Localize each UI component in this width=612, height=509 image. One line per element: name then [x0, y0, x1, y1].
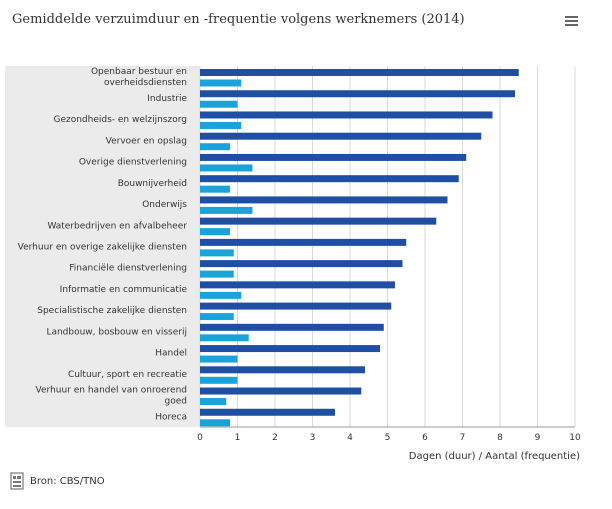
bar-duur	[200, 281, 395, 289]
category-label: Handel	[155, 349, 187, 359]
bar-frequentie	[200, 398, 227, 406]
bar-frequentie	[200, 228, 230, 236]
category-label: Vervoer en opslag	[106, 136, 187, 146]
bar-duur	[200, 408, 335, 416]
x-axis-title: Dagen (duur) / Aantal (frequentie)	[409, 451, 580, 462]
x-tick-label: 4	[347, 433, 353, 443]
source-label: Bron: CBS/TNO	[30, 475, 105, 487]
x-tick-label: 6	[422, 433, 428, 443]
bar-frequentie	[200, 291, 242, 299]
x-tick-label: 7	[460, 433, 466, 443]
bar-duur	[200, 217, 437, 225]
bar-duur	[200, 238, 407, 246]
category-label: Waterbedrijven en afvalbeheer	[47, 221, 187, 231]
source-document-icon	[10, 472, 24, 490]
category-label: Overige dienstverlening	[79, 158, 187, 168]
x-tick-label: 8	[497, 433, 503, 443]
category-label: Onderwijs	[142, 200, 187, 210]
bar-duur	[200, 387, 362, 395]
bar-frequentie	[200, 100, 238, 108]
bar-duur	[200, 323, 384, 331]
category-label: Cultuur, sport en recreatie	[68, 370, 188, 380]
x-tick-label: 2	[272, 433, 278, 443]
x-tick-label: 3	[310, 433, 316, 443]
bar-duur	[200, 260, 403, 268]
source-note: Bron: CBS/TNO	[10, 472, 105, 490]
category-label: Gezondheids- en welzijnszorg	[53, 115, 187, 125]
bar-frequentie	[200, 270, 234, 278]
chart-title: Gemiddelde verzuimduur en -frequentie vo…	[12, 12, 465, 27]
bar-frequentie	[200, 355, 238, 363]
bar-frequentie	[200, 313, 234, 321]
hamburger-menu-icon[interactable]	[565, 16, 578, 26]
category-label: goed	[165, 397, 187, 407]
category-label: Horeca	[155, 412, 187, 422]
category-label: Specialistische zakelijke diensten	[37, 306, 187, 316]
bar-duur	[200, 366, 365, 374]
category-label: Informatie en communicatie	[60, 285, 188, 295]
bar-frequentie	[200, 334, 249, 342]
bar-frequentie	[200, 249, 234, 257]
bar-duur	[200, 175, 459, 183]
category-label: Landbouw, bosbouw en visserij	[46, 327, 187, 337]
bar-duur	[200, 345, 380, 353]
bar-frequentie	[200, 185, 230, 193]
x-tick-label: 10	[569, 433, 581, 443]
x-tick-label: 9	[535, 433, 541, 443]
category-panel	[5, 66, 200, 427]
category-label: overheidsdiensten	[104, 78, 187, 88]
category-label: Bouwnijverheid	[118, 179, 187, 189]
x-tick-label: 5	[385, 433, 391, 443]
bar-frequentie	[200, 419, 230, 427]
bar-duur	[200, 69, 519, 76]
bar-frequentie	[200, 143, 230, 151]
bar-duur	[200, 111, 493, 119]
x-tick-label: 0	[197, 433, 203, 443]
bar-frequentie	[200, 376, 238, 384]
bar-duur	[200, 196, 448, 204]
bar-frequentie	[200, 79, 242, 87]
bar-duur	[200, 90, 515, 98]
category-label: Verhuur en overige zakelijke diensten	[18, 243, 187, 253]
bar-duur	[200, 153, 467, 161]
bar-frequentie	[200, 164, 253, 172]
bar-duur	[200, 302, 392, 310]
bar-frequentie	[200, 121, 242, 129]
bar-duur	[200, 132, 482, 140]
category-label: Financiële dienstverlening	[69, 264, 187, 274]
category-label: Openbaar bestuur en	[91, 67, 187, 77]
x-tick-label: 1	[235, 433, 241, 443]
category-label: Industrie	[147, 94, 187, 104]
bar-frequentie	[200, 206, 253, 214]
category-label: Verhuur en handel van onroerend	[36, 386, 187, 396]
